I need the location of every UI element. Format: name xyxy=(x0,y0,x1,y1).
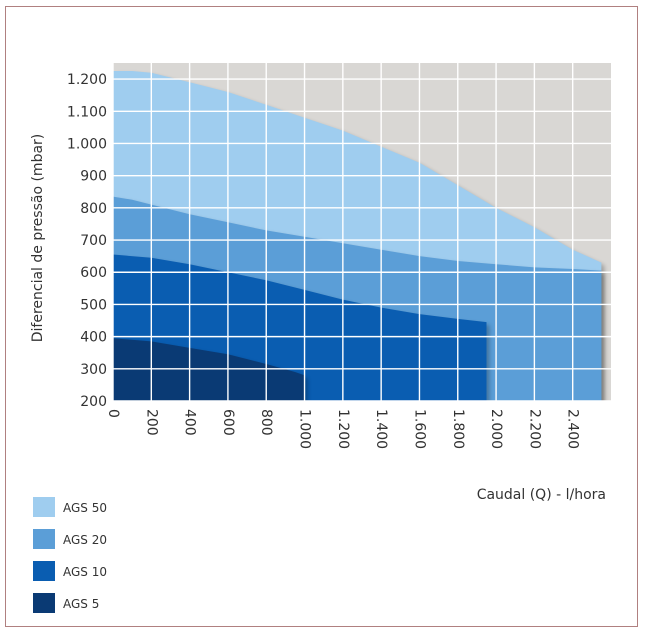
legend-label: AGS 5 xyxy=(63,597,99,611)
y-tick-label: 900 xyxy=(80,169,107,185)
x-axis-ticks: 0 200 400 600 800 1.000 1.200 1.400 1.600 1.800 2.… xyxy=(105,409,581,449)
legend-label: AGS 10 xyxy=(63,565,107,579)
chart: 2003004005006007008009001.0001.1001.200 … xyxy=(30,63,611,613)
y-tick-label: 200 xyxy=(80,394,107,410)
x-tick-label: 200 xyxy=(143,409,159,436)
x-tick-label: 0 xyxy=(105,409,121,418)
x-tick-label: 1.600 xyxy=(411,409,427,449)
y-tick-label: 600 xyxy=(80,265,107,281)
x-tick-label: 1.800 xyxy=(450,409,466,449)
y-tick-label: 1.100 xyxy=(67,104,107,120)
legend-swatch-ags-50 xyxy=(33,497,55,517)
x-tick-label: 2.400 xyxy=(565,409,581,449)
x-tick-label: 1.200 xyxy=(335,409,351,449)
legend: AGS 50 AGS 20 AGS 10 AGS 5 xyxy=(33,497,107,613)
legend-label: AGS 50 xyxy=(63,501,107,515)
legend-swatch-ags-10 xyxy=(33,561,55,581)
x-tick-label: 2.200 xyxy=(526,409,542,449)
x-tick-label: 1.400 xyxy=(373,409,389,449)
area-ags-5 xyxy=(113,338,305,401)
y-tick-label: 400 xyxy=(80,330,107,346)
legend-swatch-ags-20 xyxy=(33,529,55,549)
grid-lines xyxy=(113,63,611,401)
x-tick-label: 400 xyxy=(182,409,198,436)
x-axis-label: Caudal (Q) - l/hora xyxy=(477,487,606,503)
x-tick-label: 600 xyxy=(220,409,236,436)
y-tick-label: 300 xyxy=(80,362,107,378)
y-tick-label: 700 xyxy=(80,233,107,249)
x-tick-label: 800 xyxy=(258,409,274,436)
area-layers xyxy=(113,71,605,401)
y-axis-label: Diferencial de pressão (mbar) xyxy=(30,134,46,343)
x-tick-label: 1.000 xyxy=(297,409,313,449)
y-tick-label: 800 xyxy=(80,201,107,217)
x-tick-label: 2.000 xyxy=(488,409,504,449)
legend-swatch-ags-5 xyxy=(33,593,55,613)
y-tick-label: 500 xyxy=(80,297,107,313)
legend-label: AGS 20 xyxy=(63,533,107,547)
y-tick-label: 1.000 xyxy=(67,136,107,152)
y-axis-ticks: 200 300 400 500 600 700 800 900 1.000 1.100 1.200 xyxy=(67,72,107,410)
chart-frame: 200 300 400 500 600 700 800 900 1.000 1.100 1.200 … xyxy=(5,6,638,627)
y-tick-label: 1.200 xyxy=(67,72,107,88)
